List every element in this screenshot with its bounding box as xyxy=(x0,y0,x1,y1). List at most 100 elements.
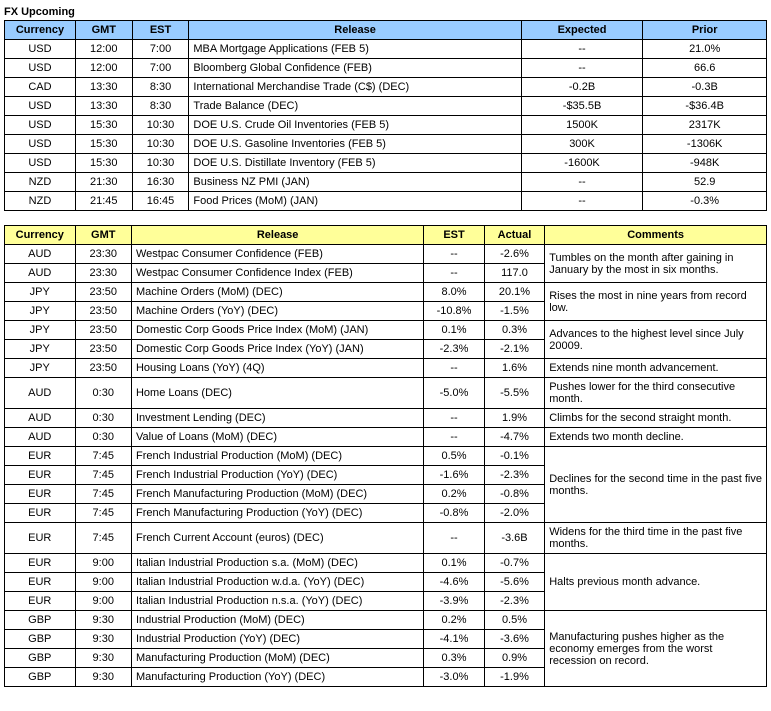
col-currency: Currency xyxy=(5,21,76,40)
cell-currency: USD xyxy=(5,116,76,135)
cell-actual: -0.8% xyxy=(484,485,544,504)
cell-expected: 1500K xyxy=(521,116,643,135)
cell-gmt: 23:50 xyxy=(75,302,131,321)
cell-actual: 117.0 xyxy=(484,264,544,283)
cell-gmt: 9:30 xyxy=(75,668,131,687)
cell-gmt: 21:30 xyxy=(75,173,132,192)
cell-expected: -0.2B xyxy=(521,78,643,97)
cell-release: Food Prices (MoM) (JAN) xyxy=(189,192,521,211)
table-row: AUD0:30Home Loans (DEC)-5.0%-5.5%Pushes … xyxy=(5,378,767,409)
cell-gmt: 7:45 xyxy=(75,466,131,485)
cell-prior: 21.0% xyxy=(643,40,767,59)
cell-comments: Extends nine month advancement. xyxy=(545,359,767,378)
cell-release: French Current Account (euros) (DEC) xyxy=(131,523,423,554)
cell-actual: -0.1% xyxy=(484,447,544,466)
cell-gmt: 9:00 xyxy=(75,573,131,592)
cell-currency: USD xyxy=(5,154,76,173)
table-row: AUD0:30Investment Lending (DEC)--1.9%Cli… xyxy=(5,409,767,428)
cell-gmt: 7:45 xyxy=(75,485,131,504)
cell-release: Italian Industrial Production n.s.a. (Yo… xyxy=(131,592,423,611)
cell-currency: USD xyxy=(5,59,76,78)
cell-currency: JPY xyxy=(5,359,76,378)
cell-expected: -- xyxy=(521,59,643,78)
cell-currency: USD xyxy=(5,135,76,154)
table-row: EUR7:45French Industrial Production (MoM… xyxy=(5,447,767,466)
cell-release: Machine Orders (MoM) (DEC) xyxy=(131,283,423,302)
table-row: USD13:308:30Trade Balance (DEC)-$35.5B-$… xyxy=(5,97,767,116)
cell-est: 16:45 xyxy=(132,192,189,211)
cell-release: Value of Loans (MoM) (DEC) xyxy=(131,428,423,447)
table-row: CAD13:308:30International Merchandise Tr… xyxy=(5,78,767,97)
cell-actual: -3.6B xyxy=(484,523,544,554)
cell-gmt: 0:30 xyxy=(75,428,131,447)
table-row: JPY23:50Housing Loans (YoY) (4Q)--1.6%Ex… xyxy=(5,359,767,378)
col-gmt: GMT xyxy=(75,21,132,40)
cell-currency: GBP xyxy=(5,668,76,687)
cell-est: -- xyxy=(424,409,484,428)
cell-actual: -2.3% xyxy=(484,592,544,611)
cell-release: DOE U.S. Gasoline Inventories (FEB 5) xyxy=(189,135,521,154)
cell-currency: EUR xyxy=(5,466,76,485)
cell-est: 0.2% xyxy=(424,611,484,630)
cell-gmt: 15:30 xyxy=(75,154,132,173)
cell-comments: Manufacturing pushes higher as the econo… xyxy=(545,611,767,687)
cell-currency: JPY xyxy=(5,302,76,321)
cell-expected: -- xyxy=(521,40,643,59)
cell-expected: -- xyxy=(521,173,643,192)
cell-est: 7:00 xyxy=(132,59,189,78)
cell-release: Machine Orders (YoY) (DEC) xyxy=(131,302,423,321)
cell-est: 0.5% xyxy=(424,447,484,466)
cell-release: DOE U.S. Distillate Inventory (FEB 5) xyxy=(189,154,521,173)
table-row: USD12:007:00MBA Mortgage Applications (F… xyxy=(5,40,767,59)
table-row: NZD21:4516:45Food Prices (MoM) (JAN)---0… xyxy=(5,192,767,211)
cell-release: Italian Industrial Production w.d.a. (Yo… xyxy=(131,573,423,592)
cell-currency: AUD xyxy=(5,378,76,409)
cell-est: -4.1% xyxy=(424,630,484,649)
cell-currency: USD xyxy=(5,40,76,59)
cell-currency: GBP xyxy=(5,611,76,630)
cell-currency: AUD xyxy=(5,264,76,283)
table-header-row: Currency GMT Release EST Actual Comments xyxy=(5,226,767,245)
col-gmt: GMT xyxy=(75,226,131,245)
cell-currency: JPY xyxy=(5,340,76,359)
cell-gmt: 0:30 xyxy=(75,378,131,409)
col-est: EST xyxy=(424,226,484,245)
cell-actual: 0.5% xyxy=(484,611,544,630)
table-row: USD15:3010:30DOE U.S. Crude Oil Inventor… xyxy=(5,116,767,135)
cell-currency: EUR xyxy=(5,504,76,523)
cell-actual: -2.1% xyxy=(484,340,544,359)
cell-est: 0.1% xyxy=(424,321,484,340)
col-currency: Currency xyxy=(5,226,76,245)
cell-gmt: 23:50 xyxy=(75,321,131,340)
cell-release: Trade Balance (DEC) xyxy=(189,97,521,116)
cell-gmt: 23:30 xyxy=(75,245,131,264)
cell-release: Investment Lending (DEC) xyxy=(131,409,423,428)
cell-comments: Halts previous month advance. xyxy=(545,554,767,611)
cell-gmt: 9:30 xyxy=(75,611,131,630)
cell-release: DOE U.S. Crude Oil Inventories (FEB 5) xyxy=(189,116,521,135)
col-prior: Prior xyxy=(643,21,767,40)
cell-est: 7:00 xyxy=(132,40,189,59)
cell-est: -10.8% xyxy=(424,302,484,321)
cell-actual: 1.6% xyxy=(484,359,544,378)
cell-comments: Widens for the third time in the past fi… xyxy=(545,523,767,554)
cell-comments: Pushes lower for the third consecutive m… xyxy=(545,378,767,409)
cell-est: -- xyxy=(424,428,484,447)
cell-release: MBA Mortgage Applications (FEB 5) xyxy=(189,40,521,59)
cell-release: International Merchandise Trade (C$) (DE… xyxy=(189,78,521,97)
cell-release: Housing Loans (YoY) (4Q) xyxy=(131,359,423,378)
table-row: USD15:3010:30DOE U.S. Distillate Invento… xyxy=(5,154,767,173)
cell-gmt: 7:45 xyxy=(75,504,131,523)
table-row: AUD0:30Value of Loans (MoM) (DEC)---4.7%… xyxy=(5,428,767,447)
col-actual: Actual xyxy=(484,226,544,245)
cell-est: 8.0% xyxy=(424,283,484,302)
table-row: AUD23:30Westpac Consumer Confidence (FEB… xyxy=(5,245,767,264)
cell-actual: -1.9% xyxy=(484,668,544,687)
cell-gmt: 23:30 xyxy=(75,264,131,283)
fx-upcoming-table: Currency GMT EST Release Expected Prior … xyxy=(4,20,767,211)
cell-comments: Rises the most in nine years from record… xyxy=(545,283,767,321)
table-row: NZD21:3016:30Business NZ PMI (JAN)--52.9 xyxy=(5,173,767,192)
cell-est: 8:30 xyxy=(132,97,189,116)
cell-est: 0.3% xyxy=(424,649,484,668)
cell-est: -0.8% xyxy=(424,504,484,523)
